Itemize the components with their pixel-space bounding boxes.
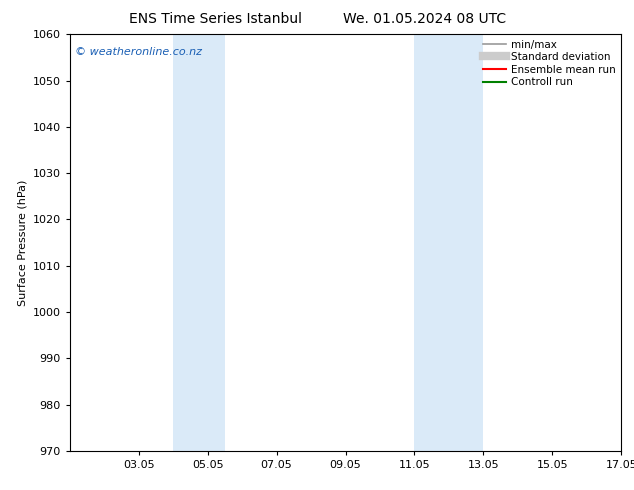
Bar bbox=[173, 34, 225, 451]
Y-axis label: Surface Pressure (hPa): Surface Pressure (hPa) bbox=[17, 179, 27, 306]
Legend: min/max, Standard deviation, Ensemble mean run, Controll run: min/max, Standard deviation, Ensemble me… bbox=[481, 37, 618, 89]
Bar bbox=[415, 34, 483, 451]
Text: © weatheronline.co.nz: © weatheronline.co.nz bbox=[75, 47, 202, 57]
Text: We. 01.05.2024 08 UTC: We. 01.05.2024 08 UTC bbox=[343, 12, 507, 26]
Text: ENS Time Series Istanbul: ENS Time Series Istanbul bbox=[129, 12, 302, 26]
